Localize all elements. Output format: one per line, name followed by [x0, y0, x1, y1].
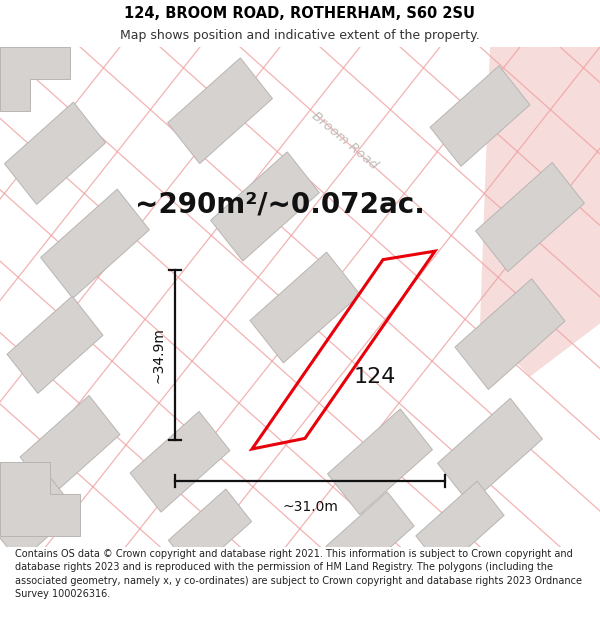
Polygon shape: [4, 102, 106, 204]
Polygon shape: [169, 489, 251, 573]
Polygon shape: [0, 47, 70, 111]
Polygon shape: [130, 411, 230, 512]
Polygon shape: [326, 492, 414, 581]
Text: Map shows position and indicative extent of the property.: Map shows position and indicative extent…: [120, 29, 480, 42]
Polygon shape: [211, 152, 319, 261]
Text: ~31.0m: ~31.0m: [282, 500, 338, 514]
Polygon shape: [250, 252, 360, 363]
Polygon shape: [455, 279, 565, 389]
Text: 124: 124: [354, 367, 396, 387]
Polygon shape: [430, 66, 530, 166]
Polygon shape: [20, 396, 120, 496]
Polygon shape: [476, 162, 584, 272]
Text: Contains OS data © Crown copyright and database right 2021. This information is : Contains OS data © Crown copyright and d…: [15, 549, 582, 599]
Text: 124, BROOM ROAD, ROTHERHAM, S60 2SU: 124, BROOM ROAD, ROTHERHAM, S60 2SU: [125, 6, 476, 21]
Text: ~34.9m: ~34.9m: [151, 328, 165, 383]
Polygon shape: [480, 47, 600, 377]
Text: ~290m²/~0.072ac.: ~290m²/~0.072ac.: [135, 191, 425, 218]
Polygon shape: [167, 58, 272, 164]
Text: Broom Road: Broom Road: [310, 109, 380, 172]
Polygon shape: [437, 398, 542, 504]
Polygon shape: [0, 462, 80, 536]
Polygon shape: [328, 409, 433, 514]
Polygon shape: [416, 481, 504, 570]
Polygon shape: [0, 478, 77, 562]
Polygon shape: [41, 189, 149, 298]
Polygon shape: [7, 296, 103, 393]
